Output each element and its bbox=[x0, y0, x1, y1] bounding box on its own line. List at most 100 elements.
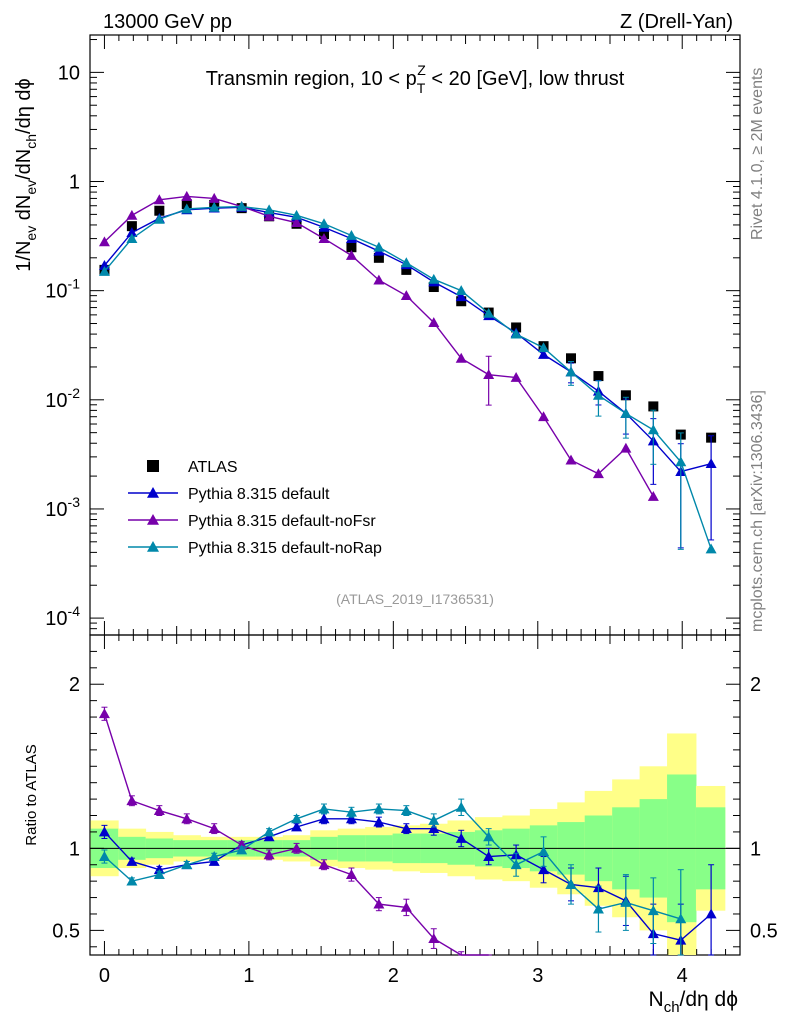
ratio-point bbox=[208, 823, 220, 834]
ratio-point bbox=[400, 805, 412, 815]
data-point-atlas bbox=[154, 205, 165, 216]
mc-point bbox=[126, 233, 138, 243]
ratio-point bbox=[455, 801, 467, 812]
mc-point bbox=[373, 274, 385, 285]
mc-point bbox=[98, 265, 110, 276]
ratio-series-layer bbox=[98, 706, 717, 956]
series-line bbox=[103, 206, 712, 473]
legend-marker-atlas bbox=[147, 460, 159, 472]
mc-point bbox=[538, 342, 550, 353]
data-point-atlas bbox=[456, 296, 467, 307]
header-left: 13000 GeV pp bbox=[103, 11, 232, 33]
series-line bbox=[103, 195, 654, 497]
ratio-point bbox=[400, 823, 412, 834]
ratio-point bbox=[98, 708, 110, 719]
ratio-y-axis-label: Ratio to ATLAS bbox=[23, 744, 40, 845]
x-tick-label: 3 bbox=[532, 965, 543, 987]
y-tick-label: 10-2 bbox=[45, 385, 80, 412]
legend-marker bbox=[147, 541, 159, 552]
y-tick-label: 10 bbox=[58, 62, 80, 84]
y-tick-label: 1 bbox=[69, 172, 80, 194]
y-tick-label: 10-1 bbox=[45, 276, 80, 303]
data-point-atlas bbox=[428, 282, 439, 293]
ratio-point bbox=[345, 813, 357, 824]
mc-point bbox=[675, 456, 687, 467]
mc-point bbox=[483, 369, 495, 380]
ratio-point bbox=[126, 875, 138, 886]
ratio-tick-label: 0.5 bbox=[52, 920, 80, 942]
mc-point bbox=[345, 230, 357, 240]
x-tick-label: 0 bbox=[99, 965, 110, 987]
data-point-atlas bbox=[401, 264, 412, 275]
data-point-atlas bbox=[566, 353, 576, 364]
data-point-atlas bbox=[648, 401, 659, 412]
mc-point bbox=[428, 273, 440, 284]
mc-point bbox=[510, 372, 522, 382]
rivet-version-label: Rivet 4.1.0, ≥ 2M events bbox=[749, 68, 766, 240]
ratio-point bbox=[345, 806, 357, 817]
ratio-point bbox=[428, 814, 440, 825]
legend-label: Pythia 8.315 default-noRap bbox=[188, 540, 382, 557]
ratio-point bbox=[565, 878, 577, 889]
ratio-point bbox=[705, 908, 717, 919]
mc-point bbox=[483, 307, 495, 318]
legend-label: ATLAS bbox=[188, 459, 238, 476]
x-axis-label: Nch/dη dϕ bbox=[649, 988, 738, 1016]
mc-point bbox=[373, 241, 385, 252]
mc-point bbox=[565, 366, 577, 377]
mc-point bbox=[318, 218, 330, 229]
mc-point bbox=[620, 407, 632, 418]
ratio-point bbox=[538, 864, 550, 875]
analysis-label: (ATLAS_2019_I1736531) bbox=[336, 591, 494, 607]
mc-point bbox=[510, 328, 522, 339]
mc-point bbox=[126, 227, 138, 238]
ratio-point bbox=[98, 851, 110, 861]
mc-point bbox=[620, 442, 632, 453]
ratio-point bbox=[236, 844, 248, 855]
ratio-point bbox=[208, 851, 220, 861]
ratio-point bbox=[345, 869, 357, 879]
mc-point bbox=[538, 411, 550, 422]
mc-point bbox=[428, 317, 440, 327]
ratio-axis-ticks: 2 2 1 1 0.5 0.5 bbox=[52, 634, 778, 948]
ratio-point bbox=[675, 913, 687, 924]
header-right: Z (Drell-Yan) bbox=[620, 11, 733, 33]
data-point-atlas bbox=[346, 242, 357, 253]
legend-label: Pythia 8.315 default-noFsr bbox=[188, 513, 376, 530]
mc-point bbox=[181, 190, 193, 201]
ratio-point bbox=[428, 823, 440, 834]
ratio-point bbox=[455, 832, 467, 843]
mc-point bbox=[565, 454, 577, 465]
ratio-tick-label: 1 bbox=[69, 838, 80, 860]
y-axis-label: 1/Nev dNev/dNch/dη dϕ bbox=[13, 78, 39, 271]
mc-point bbox=[455, 285, 467, 296]
mc-point bbox=[592, 389, 604, 400]
mc-point bbox=[263, 204, 275, 215]
mc-point bbox=[455, 291, 467, 302]
ratio-tick-label-right: 0.5 bbox=[750, 920, 778, 942]
mc-point bbox=[647, 424, 659, 435]
mc-point bbox=[400, 257, 412, 268]
ratio-point bbox=[373, 816, 385, 827]
ratio-point bbox=[373, 898, 385, 909]
ratio-point bbox=[181, 859, 193, 870]
ratio-point bbox=[620, 896, 632, 907]
mc-point bbox=[181, 203, 193, 214]
ratio-point bbox=[373, 803, 385, 814]
legend: ATLAS Pythia 8.315 default Pythia 8.315 de… bbox=[128, 459, 382, 557]
mc-point bbox=[705, 458, 717, 469]
ratio-point bbox=[318, 813, 330, 824]
legend-marker bbox=[147, 514, 159, 525]
mc-point bbox=[208, 192, 220, 203]
ratio-point bbox=[483, 831, 495, 842]
mc-point bbox=[153, 213, 165, 224]
legend-marker bbox=[147, 487, 159, 498]
mc-point bbox=[263, 210, 275, 221]
mc-point bbox=[400, 290, 412, 301]
mcplots-reference-label: mcplots.cern.ch [arXiv:1306.3436] bbox=[749, 390, 766, 632]
mc-point bbox=[592, 468, 604, 479]
data-point-atlas bbox=[373, 252, 384, 263]
ratio-point bbox=[263, 849, 275, 860]
data-point-atlas bbox=[593, 371, 604, 382]
mc-point bbox=[318, 233, 330, 243]
